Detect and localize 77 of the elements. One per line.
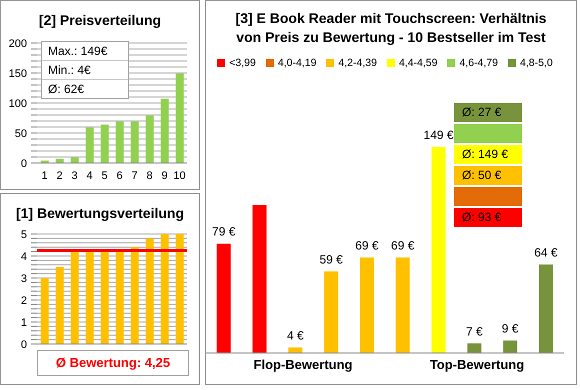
bar xyxy=(160,234,169,344)
bar xyxy=(100,124,109,163)
data-label: 64 € xyxy=(534,245,558,260)
swatch-column: Ø: 27 € Ø: 149 € Ø: 50 € Ø: 93 € xyxy=(454,103,522,229)
x-tick-label: 8 xyxy=(146,170,153,182)
y-tick-label: 0 xyxy=(20,158,27,170)
data-label: 79 € xyxy=(212,224,236,239)
legend-label: <3,99 xyxy=(229,57,256,69)
bar xyxy=(86,252,94,344)
y-tick-label: 5 xyxy=(20,229,27,241)
annotation: Min.: 4€ xyxy=(42,60,128,79)
bar xyxy=(216,244,231,353)
chart-title: [3] E Book Reader mit Touchscreen: Verhältnis von Preis zu Bewertung - 10 Bestseller im Test xyxy=(236,10,546,45)
text: Flop-Bewertung xyxy=(252,357,354,372)
bar xyxy=(40,278,49,344)
chart-title: [2] Preisverteilung xyxy=(38,11,162,30)
data-label: 7 € xyxy=(466,324,484,338)
x-tick-label: 2 xyxy=(56,170,63,182)
y-tick-label: 50 xyxy=(14,128,27,140)
bar xyxy=(130,247,139,344)
y-tick-label: 1 xyxy=(20,317,27,329)
bar xyxy=(70,158,79,163)
bar xyxy=(146,238,154,344)
bar xyxy=(70,252,79,344)
x-tick-label: 6 xyxy=(116,170,123,182)
x-tick-label: 7 xyxy=(131,170,138,182)
x-tick-label: 5 xyxy=(101,170,108,182)
x-tick-label: 9 xyxy=(161,170,168,182)
bar xyxy=(538,264,553,353)
bar xyxy=(467,343,482,353)
bar xyxy=(160,98,169,163)
legend-label: 4,0-4,19 xyxy=(278,57,316,69)
y-tick-label: 0 xyxy=(20,339,27,351)
bar xyxy=(288,347,302,353)
legend-label: 4,4-4,59 xyxy=(398,57,438,69)
y-tick-label: 200 xyxy=(8,38,27,50)
y-tick-label: 4 xyxy=(20,251,27,263)
bar xyxy=(360,258,374,353)
y-tick-label: 3 xyxy=(20,273,27,285)
text: Top-Bewertung xyxy=(428,357,526,372)
annotation: Max.: 149€ xyxy=(47,43,108,60)
bar xyxy=(116,122,124,163)
bar xyxy=(324,271,338,353)
legend-label: 4,8-5,0 xyxy=(520,57,553,69)
legend-label: 4,2-4,39 xyxy=(338,57,377,69)
bar xyxy=(86,128,94,163)
x-tick-label: 10 xyxy=(173,170,186,182)
data-label: 4 € xyxy=(286,328,304,342)
bar xyxy=(396,258,410,353)
annotation: Ø: 93 € xyxy=(454,208,522,227)
y-tick-label: 2 xyxy=(20,295,27,307)
legend-label: 4,6-4,79 xyxy=(459,57,498,69)
bar xyxy=(146,116,154,163)
bar xyxy=(503,340,518,353)
bar xyxy=(56,267,64,344)
bar xyxy=(176,234,184,344)
data-label: 59 € xyxy=(319,252,344,266)
chart-title: [1] Bewertungsverteilung xyxy=(14,204,186,223)
annotation: Ø: 149 € xyxy=(454,145,522,164)
y-tick-label: 150 xyxy=(8,68,27,80)
bar xyxy=(252,204,267,353)
bar xyxy=(176,74,184,163)
annotation: Ø: 62€ xyxy=(42,79,128,98)
x-tick-label: 1 xyxy=(41,170,48,182)
data-label: 69 € xyxy=(355,238,379,253)
x-tick-label: 4 xyxy=(86,170,93,182)
bar xyxy=(116,252,124,344)
data-label: 9 € xyxy=(502,322,519,336)
data-label: 69 € xyxy=(391,238,415,253)
x-tick-label: 3 xyxy=(71,170,78,182)
bar xyxy=(100,252,109,344)
annotation: Ø: 50 € xyxy=(454,166,522,185)
bar xyxy=(130,122,139,163)
y-tick-label: 100 xyxy=(8,98,27,110)
bar xyxy=(432,146,446,353)
text: Ø Bewertung: 4,25 xyxy=(37,350,189,376)
data-label: 149 € xyxy=(424,128,454,142)
